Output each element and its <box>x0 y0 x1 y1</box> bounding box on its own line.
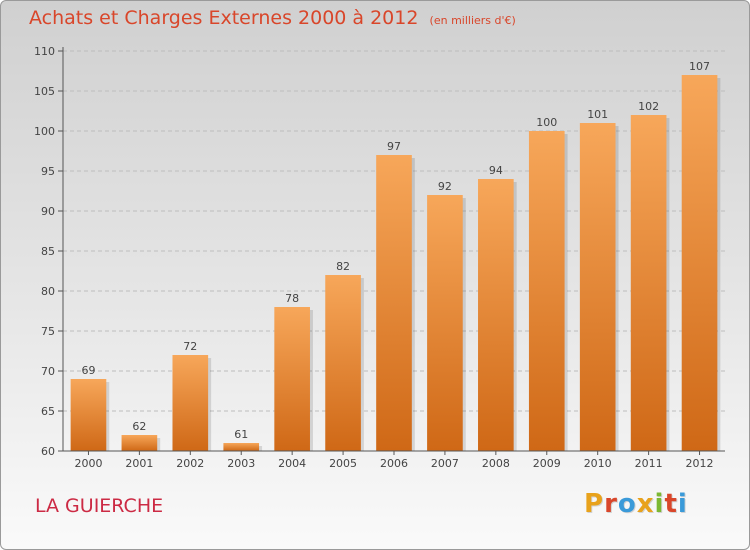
bar-value-label: 72 <box>183 340 197 353</box>
y-tick-label: 65 <box>41 405 55 418</box>
bar-value-label: 82 <box>336 260 350 273</box>
y-tick-label: 95 <box>41 165 55 178</box>
bar <box>121 435 158 451</box>
chart-unit: (en milliers d'€) <box>429 14 516 27</box>
x-tick-label: 2012 <box>686 457 714 470</box>
y-tick-label: 70 <box>41 365 55 378</box>
bar <box>325 275 361 451</box>
y-tick-label: 85 <box>41 245 55 258</box>
bar-value-label: 101 <box>587 108 608 121</box>
brand-letter: P <box>584 489 605 519</box>
bar-value-label: 61 <box>234 428 248 441</box>
bar-value-label: 97 <box>387 140 401 153</box>
proxiti-logo[interactable]: Proxiti <box>584 489 688 519</box>
y-tick-label: 110 <box>34 45 55 58</box>
bar-value-label: 62 <box>132 420 146 433</box>
bar-value-label: 92 <box>438 180 452 193</box>
bar <box>630 115 667 451</box>
x-tick-label: 2005 <box>329 457 357 470</box>
y-tick-label: 100 <box>34 125 55 138</box>
y-tick-label: 105 <box>34 85 55 98</box>
bar-value-label: 107 <box>689 60 710 73</box>
bar <box>376 155 412 451</box>
bar <box>681 75 718 451</box>
x-tick-label: 2007 <box>431 457 459 470</box>
bar <box>274 307 310 451</box>
bar-value-label: 69 <box>81 364 95 377</box>
bar <box>172 355 209 451</box>
y-tick-label: 60 <box>41 445 55 458</box>
x-tick-label: 2002 <box>176 457 204 470</box>
x-tick-label: 2001 <box>125 457 153 470</box>
chart-title-row: Achats et Charges Externes 2000 à 2012 (… <box>29 7 516 29</box>
x-tick-label: 2009 <box>533 457 561 470</box>
bar <box>223 443 260 451</box>
x-tick-label: 2010 <box>584 457 612 470</box>
bar <box>528 131 565 451</box>
bar <box>427 195 463 451</box>
bar <box>579 123 616 451</box>
y-tick-label: 80 <box>41 285 55 298</box>
bar-value-label: 94 <box>489 164 503 177</box>
brand-letter: t <box>664 489 678 519</box>
brand-letter: o <box>617 489 637 519</box>
commune-name: LA GUIERCHE <box>35 495 164 517</box>
brand-letter: r <box>604 489 618 519</box>
brand-letter: x <box>636 489 655 519</box>
chart-title: Achats et Charges Externes 2000 à 2012 <box>29 7 419 29</box>
brand-letter: i <box>654 489 665 519</box>
bar <box>478 179 514 451</box>
x-tick-label: 2004 <box>278 457 306 470</box>
x-tick-label: 2003 <box>227 457 255 470</box>
bar <box>70 379 107 451</box>
bar-value-label: 100 <box>536 116 557 129</box>
bar-value-label: 102 <box>638 100 659 113</box>
x-tick-label: 2000 <box>74 457 102 470</box>
x-tick-label: 2006 <box>380 457 408 470</box>
y-tick-label: 75 <box>41 325 55 338</box>
brand-letter: i <box>677 489 688 519</box>
x-tick-label: 2011 <box>635 457 663 470</box>
y-tick-label: 90 <box>41 205 55 218</box>
x-tick-label: 2008 <box>482 457 510 470</box>
bar-value-label: 78 <box>285 292 299 305</box>
